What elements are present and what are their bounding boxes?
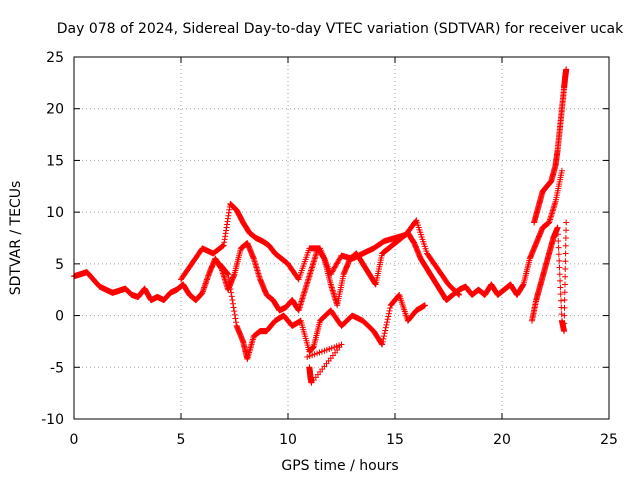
data-point <box>563 219 570 226</box>
data-point <box>233 319 240 326</box>
data-point <box>230 304 237 311</box>
axis-ticks: 0 5 10 15 20 25 -10 -5 0 5 10 15 20 25 <box>41 50 618 448</box>
data-point <box>554 224 561 231</box>
y-tick-label: -10 <box>41 412 64 428</box>
y-tick-label: 20 <box>46 102 64 118</box>
data-point <box>561 312 568 319</box>
data-point <box>381 330 388 337</box>
data-point <box>558 311 565 318</box>
data-point <box>455 291 462 298</box>
data-point <box>561 320 568 327</box>
data-point <box>382 324 389 331</box>
data-point <box>561 289 568 296</box>
data-point <box>562 273 569 280</box>
data-point <box>554 231 561 238</box>
data-point <box>379 341 386 348</box>
data-point <box>555 251 562 258</box>
x-tick-label: 10 <box>279 432 297 448</box>
data-point <box>562 258 569 265</box>
data-point <box>227 285 234 292</box>
data-point <box>384 316 391 323</box>
y-tick-label: 25 <box>46 50 64 66</box>
data-point <box>229 297 236 304</box>
series-upper-band <box>178 200 463 298</box>
data-point <box>421 302 428 309</box>
series-lower-band <box>216 260 428 363</box>
data-point <box>557 291 564 298</box>
x-tick-label: 25 <box>600 432 618 448</box>
data-point <box>231 311 238 318</box>
data-point <box>380 335 387 342</box>
y-tick-label: -5 <box>50 360 64 376</box>
x-tick-label: 5 <box>177 432 186 448</box>
data-point <box>562 266 569 273</box>
data-point <box>555 237 562 244</box>
series-late-fast-rise <box>531 66 570 226</box>
data-point <box>228 289 235 296</box>
x-tick-label: 20 <box>493 432 511 448</box>
data-point <box>557 277 564 284</box>
data-point <box>385 313 392 320</box>
data-point <box>556 264 563 271</box>
y-tick-label: 5 <box>55 257 64 273</box>
data-point <box>232 315 239 322</box>
data-point <box>561 297 568 304</box>
data-point <box>225 271 232 278</box>
data-point <box>386 307 393 314</box>
data-point <box>224 270 231 277</box>
data-point <box>383 321 390 328</box>
y-tick-label: 0 <box>55 309 64 325</box>
data-point <box>387 305 394 312</box>
data-point <box>380 333 387 340</box>
data-point <box>229 300 236 307</box>
series-late-scatter <box>528 219 570 335</box>
data-point <box>226 282 233 289</box>
data-point <box>558 297 565 304</box>
chart-title: Day 078 of 2024, Sidereal Day-to-day VTE… <box>57 21 624 37</box>
data-point <box>556 257 563 264</box>
data-point <box>561 281 568 288</box>
plot-frame <box>73 56 610 420</box>
data-point <box>231 308 238 315</box>
data-point <box>225 274 232 281</box>
data-point <box>384 319 391 326</box>
data-point <box>557 284 564 291</box>
data-point <box>379 338 386 345</box>
data-point <box>456 291 463 298</box>
x-tick-label: 0 <box>70 432 79 448</box>
data-point <box>562 242 569 249</box>
grid-lines <box>74 57 609 419</box>
data-point <box>220 242 227 249</box>
data-point <box>226 278 233 285</box>
series-outliers <box>304 341 345 386</box>
data-point <box>563 66 570 73</box>
data-point <box>562 235 569 241</box>
data-point <box>304 353 311 360</box>
data-point <box>228 293 235 300</box>
data-point <box>382 327 389 334</box>
series-main-trace <box>71 167 565 314</box>
data-point <box>556 271 563 278</box>
x-tick-label: 15 <box>386 432 404 448</box>
y-axis-label: SDTVAR / TECUs <box>8 181 24 296</box>
data-point <box>558 167 565 174</box>
x-axis-label: GPS time / hours <box>281 458 398 474</box>
data-point <box>561 304 568 311</box>
data-point <box>555 244 562 251</box>
data-point <box>223 269 230 276</box>
y-tick-label: 10 <box>46 205 64 221</box>
data-marks <box>71 66 570 386</box>
data-point <box>385 310 392 317</box>
y-tick-label: 15 <box>46 153 64 169</box>
data-point <box>561 328 568 335</box>
data-point <box>563 227 570 234</box>
data-point <box>562 250 569 257</box>
